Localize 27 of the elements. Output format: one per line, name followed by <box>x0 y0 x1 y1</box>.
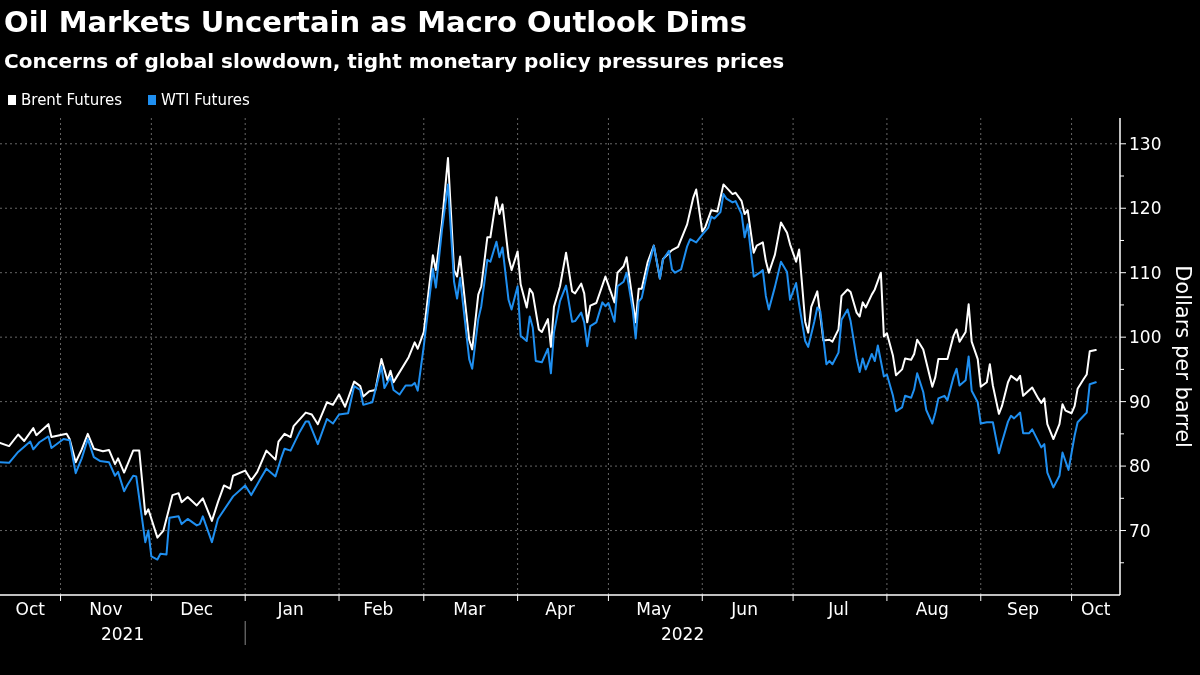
text: 2022 <box>660 624 705 644</box>
x-tick-label: Sep <box>1007 599 1040 619</box>
x-tick-label: Jun <box>730 599 758 619</box>
x-tick-label: Oct <box>15 599 46 619</box>
x-tick-label: Jan <box>276 599 304 619</box>
x-tick-label: Mar <box>453 599 486 619</box>
y-tick-label: 120 <box>1129 198 1162 219</box>
y-tick-label: 100 <box>1129 327 1162 348</box>
x-tick-label: Oct <box>1081 599 1111 619</box>
x-tick-label: Nov <box>89 599 123 619</box>
y-tick-label: 110 <box>1129 262 1162 283</box>
legend-label: WTI Futures <box>161 91 250 109</box>
y-tick-label: 130 <box>1129 133 1162 154</box>
y-tick-label: 90 <box>1129 391 1151 412</box>
x-tick-label: Feb <box>363 599 394 619</box>
x-tick-label: Jul <box>827 599 849 619</box>
y-tick-label: 80 <box>1129 456 1151 477</box>
y-axis-title: Dollars per barrel <box>1171 265 1195 448</box>
x-tick-label: Aug <box>915 599 949 619</box>
chart-title: Oil Markets Uncertain as Macro Outlook Dims <box>4 5 747 39</box>
x-tick-label: May <box>636 599 672 619</box>
y-tick-label: 70 <box>1129 520 1151 541</box>
text: 2021 <box>100 624 145 644</box>
legend-label: Brent Futures <box>21 91 123 109</box>
x-tick-label: Apr <box>545 599 575 619</box>
chart-subtitle: Concerns of global slowdown, tight monetary policy pressures prices <box>4 49 785 73</box>
x-tick-label: Dec <box>180 599 214 619</box>
